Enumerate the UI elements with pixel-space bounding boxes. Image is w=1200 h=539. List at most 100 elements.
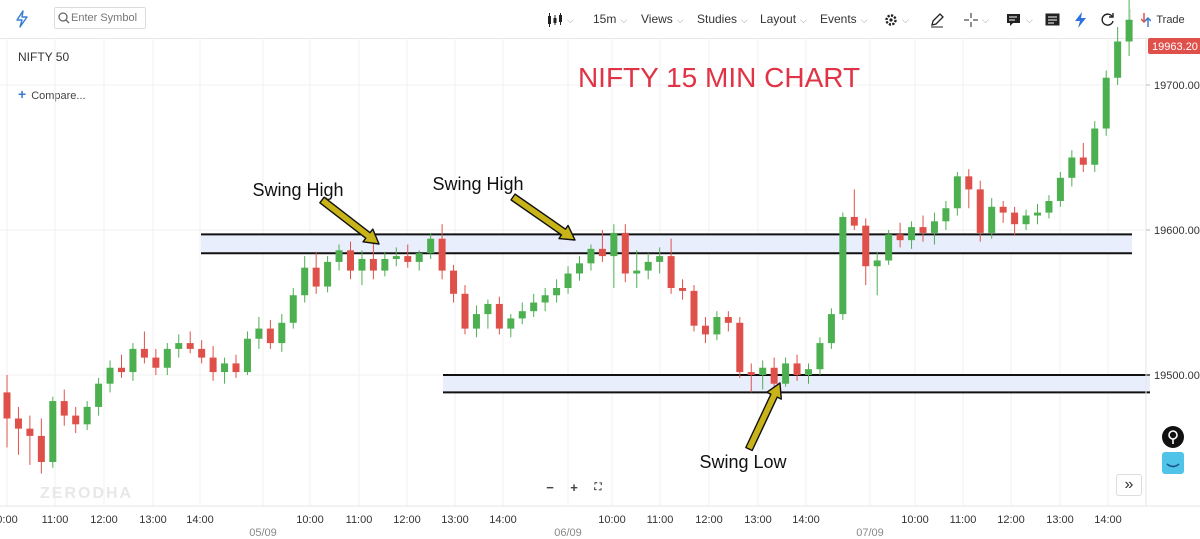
- chat-icon: [1007, 13, 1020, 26]
- zoom-in-button[interactable]: +: [570, 480, 578, 495]
- events-menu[interactable]: Events ⌵: [820, 12, 868, 26]
- candle-body: [1045, 201, 1053, 213]
- annotation-label: Swing High: [252, 180, 343, 200]
- chat-bubble-icon[interactable]: [1162, 452, 1184, 474]
- candle: [26, 415, 34, 465]
- refresh-button[interactable]: [1100, 0, 1115, 38]
- x-tick-label: 12:00: [695, 514, 723, 526]
- candle: [564, 266, 572, 294]
- annotations: Swing High Swing High Swing Low: [252, 174, 787, 472]
- candle-body: [782, 363, 790, 384]
- candle-body: [450, 270, 458, 294]
- zoom-out-button[interactable]: −: [546, 480, 554, 495]
- candle: [896, 222, 904, 248]
- interval-select[interactable]: 15m ⌵: [593, 12, 628, 26]
- studies-menu[interactable]: Studies ⌵: [697, 12, 748, 26]
- candle: [427, 232, 435, 259]
- settings-button[interactable]: ⌵: [884, 0, 909, 38]
- candle: [324, 256, 332, 293]
- candle-body: [908, 227, 916, 241]
- candle-body: [472, 314, 480, 329]
- candle: [793, 354, 801, 381]
- candle-body: [736, 322, 744, 373]
- annotation-arrow: [510, 193, 576, 241]
- candle: [976, 180, 984, 242]
- candle-body: [862, 225, 870, 267]
- compare-button[interactable]: + Compare...: [18, 86, 86, 102]
- trade-button[interactable]: Trade: [1140, 0, 1185, 38]
- candle: [3, 375, 11, 448]
- fullscreen-button[interactable]: ⛶: [594, 482, 602, 493]
- plus-icon: +: [18, 86, 27, 102]
- candle-body: [186, 343, 194, 349]
- candle-body: [209, 357, 217, 373]
- candle: [770, 357, 778, 390]
- candle: [598, 230, 606, 262]
- candle-body: [701, 325, 709, 335]
- time-axis: 0:00 11:00 12:00 13:00 14:00 05/09 10:00 11:00 1…: [0, 505, 1200, 539]
- candle-body: [221, 363, 229, 373]
- candle: [1102, 70, 1110, 136]
- candle-body: [690, 290, 698, 326]
- crosshair-button[interactable]: ⌵: [964, 0, 989, 38]
- chat-button[interactable]: ⌵: [1006, 0, 1033, 38]
- candle: [953, 172, 961, 216]
- layout-menu[interactable]: Layout ⌵: [760, 12, 807, 26]
- candle-body: [106, 367, 114, 384]
- candle-body: [60, 401, 68, 416]
- candle-body: [335, 250, 343, 262]
- candle: [415, 250, 423, 271]
- candle-body: [919, 227, 927, 233]
- search-icon: [58, 12, 70, 24]
- candle-body: [770, 367, 778, 384]
- annotation-arrows: [319, 193, 782, 452]
- gear-icon: [885, 14, 897, 26]
- y-tick-label: 19700.00: [1154, 80, 1200, 92]
- candle: [369, 241, 377, 280]
- x-tick-label: 14:00: [186, 514, 214, 526]
- candle-body: [598, 248, 606, 257]
- x-tick-label: 11:00: [647, 514, 674, 526]
- candle: [530, 293, 538, 317]
- candle-body: [415, 253, 423, 262]
- candle-body: [610, 232, 618, 257]
- candle-body: [72, 415, 80, 425]
- candle-body: [347, 250, 354, 271]
- lightning-icon[interactable]: [14, 10, 30, 28]
- candle-body: [232, 363, 240, 373]
- candle-body: [243, 338, 251, 373]
- expand-button[interactable]: »: [1116, 474, 1142, 496]
- candle-body: [747, 372, 755, 375]
- candle-body: [564, 273, 572, 288]
- views-menu[interactable]: Views ⌵: [641, 12, 684, 26]
- candle: [553, 279, 561, 303]
- symbol-search[interactable]: [54, 7, 146, 29]
- x-tick-label: 10:00: [598, 514, 626, 526]
- candle: [1011, 206, 1019, 236]
- draw-button[interactable]: [929, 0, 945, 38]
- candle-body: [1011, 212, 1019, 225]
- candle-body: [83, 406, 91, 425]
- candles: [3, 0, 1133, 474]
- bolt-button[interactable]: [1074, 0, 1087, 38]
- candle: [129, 343, 137, 381]
- candle-body: [679, 288, 687, 291]
- candle: [1056, 172, 1064, 207]
- candle: [1079, 143, 1087, 172]
- candle: [679, 279, 687, 300]
- pin-icon[interactable]: [1162, 426, 1184, 448]
- candle: [610, 224, 618, 288]
- chart-type-button[interactable]: ⌵: [547, 0, 574, 38]
- candle: [736, 317, 744, 378]
- screen-button[interactable]: [1045, 0, 1060, 38]
- candle: [495, 296, 503, 335]
- x-tick-label: 14:00: [792, 514, 820, 526]
- candle: [335, 244, 343, 271]
- candle: [232, 354, 240, 378]
- candle-body: [541, 295, 549, 303]
- search-input[interactable]: [71, 10, 143, 26]
- candle: [965, 169, 973, 209]
- candle: [839, 212, 847, 320]
- candle: [140, 331, 148, 364]
